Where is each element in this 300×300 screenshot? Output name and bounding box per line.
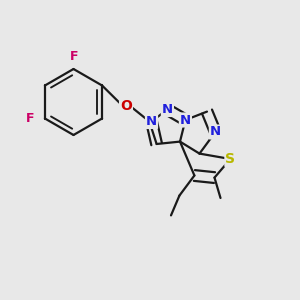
Text: N: N <box>210 125 221 139</box>
Text: O: O <box>120 99 132 112</box>
Text: F: F <box>26 112 35 125</box>
Text: N: N <box>146 115 157 128</box>
Text: N: N <box>180 113 191 127</box>
Text: N: N <box>162 103 173 116</box>
Text: F: F <box>70 50 78 64</box>
Text: S: S <box>225 152 236 166</box>
